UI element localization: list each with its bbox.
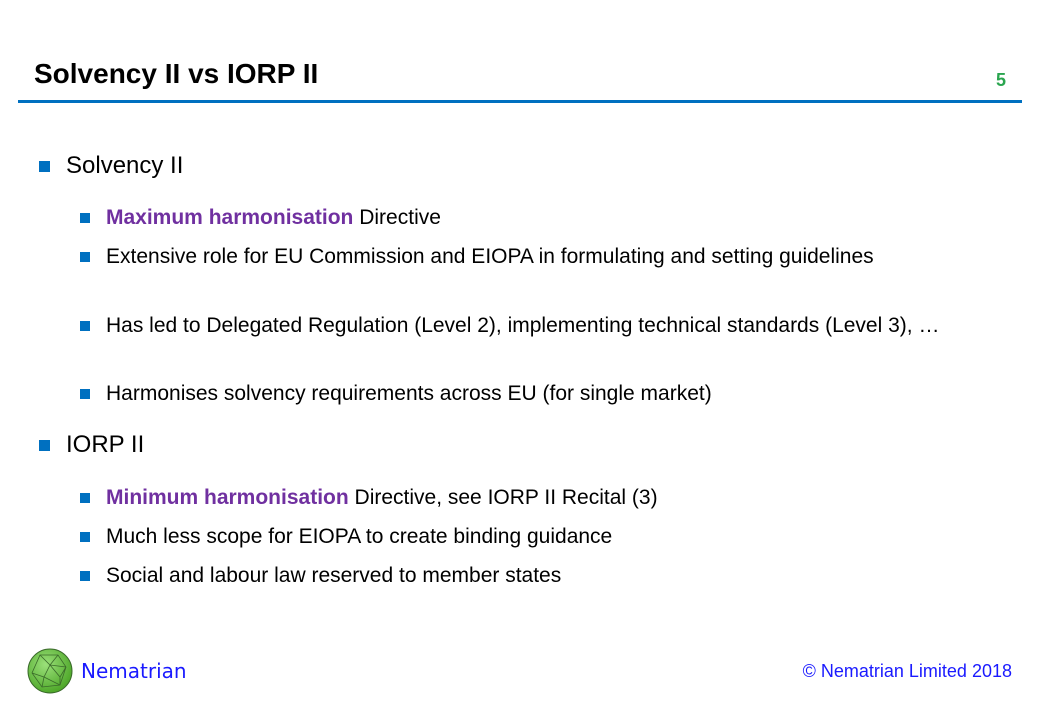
list-item: Harmonises solvency requirements across …: [80, 379, 946, 408]
title-divider: [18, 100, 1022, 103]
item-text: Extensive role for EU Commission and EIO…: [106, 245, 874, 268]
page-number: 5: [995, 70, 1006, 90]
list-item: Has led to Delegated Regulation (Level 2…: [80, 311, 946, 340]
bullet-icon: [80, 389, 90, 399]
slide-title: Solvency II vs IORP II: [34, 58, 319, 89]
bullet-icon: [80, 571, 90, 581]
item-text: Much less scope for EIOPA to create bind…: [106, 525, 613, 548]
highlight-text: Maximum harmonisation: [106, 206, 354, 229]
bullet-icon: [80, 252, 90, 262]
heading-text: IORP II: [66, 431, 145, 458]
bullet-icon: [39, 161, 50, 172]
list-item: Social and labour law reserved to member…: [80, 561, 946, 590]
brand-name: Nematrian: [81, 659, 187, 683]
list-item: Much less scope for EIOPA to create bind…: [80, 522, 946, 551]
item-text: Directive, see IORP II Recital (3): [348, 486, 658, 509]
nematrian-logo-icon: [27, 648, 73, 694]
section-heading: IORP II: [39, 431, 145, 459]
heading-text: Solvency II: [66, 152, 184, 179]
list-item: Minimum harmonisation Directive, see IOR…: [80, 483, 946, 512]
highlight-text: Minimum harmonisation: [106, 486, 349, 509]
bullet-icon: [80, 493, 90, 503]
item-text: Directive: [353, 206, 441, 229]
list-item: Extensive role for EU Commission and EIO…: [80, 242, 946, 271]
bullet-icon: [80, 532, 90, 542]
bullet-icon: [80, 321, 90, 331]
item-text: Harmonises solvency requirements across …: [106, 382, 712, 405]
bullet-icon: [80, 213, 90, 223]
copyright: © Nematrian Limited 2018: [802, 661, 1012, 681]
item-text: Social and labour law reserved to member…: [106, 564, 562, 587]
list-item: Maximum harmonisation Directive: [80, 203, 946, 232]
bullet-icon: [39, 440, 50, 451]
section-heading: Solvency II: [39, 152, 184, 180]
item-text: Has led to Delegated Regulation (Level 2…: [106, 314, 940, 337]
